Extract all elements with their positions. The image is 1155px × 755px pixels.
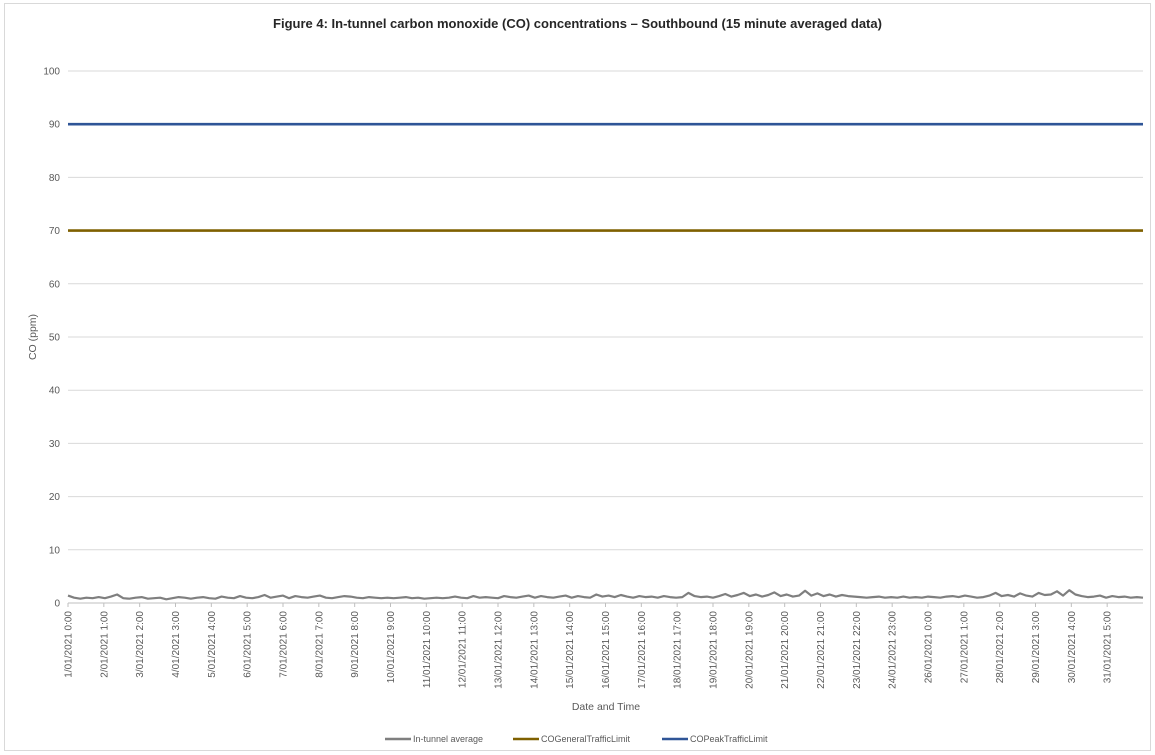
- x-tick-label: 22/01/2021 21:00: [816, 611, 827, 689]
- x-tick-label: 23/01/2021 22:00: [852, 611, 863, 689]
- y-tick-label: 50: [49, 333, 61, 344]
- y-tick-label: 20: [49, 492, 61, 503]
- x-tick-label: 16/01/2021 15:00: [601, 611, 612, 689]
- y-axis-title: CO (ppm): [27, 314, 39, 360]
- x-tick-label: 21/01/2021 20:00: [780, 611, 791, 689]
- chart-title: Figure 4: In-tunnel carbon monoxide (CO)…: [273, 16, 882, 31]
- x-axis-ticks: 1/01/2021 0:00 2/01/2021 1:00 3/01/2021 2:…: [64, 603, 1114, 689]
- x-tick-label: 10/01/2021 9:00: [386, 611, 397, 684]
- x-tick-label: 6/01/2021 5:00: [243, 611, 254, 678]
- x-tick-label: 30/01/2021 4:00: [1067, 611, 1078, 684]
- chart-frame: [4, 3, 1151, 751]
- y-tick-label: 90: [49, 120, 61, 131]
- x-tick-label: 12/01/2021 11:00: [458, 611, 469, 689]
- x-tick-label: 20/01/2021 19:00: [744, 611, 755, 689]
- x-tick-label: 17/01/2021 16:00: [637, 611, 648, 689]
- legend-label: COPeakTrafficLimit: [690, 734, 768, 744]
- y-tick-label: 30: [49, 439, 61, 450]
- x-tick-label: 27/01/2021 1:00: [959, 611, 970, 684]
- x-tick-label: 1/01/2021 0:00: [64, 611, 75, 678]
- series-lines: [67, 122, 1144, 601]
- x-tick-label: 4/01/2021 3:00: [171, 611, 182, 678]
- y-tick-label: 0: [54, 599, 60, 610]
- x-axis-title: Date and Time: [572, 701, 640, 713]
- x-tick-label: 2/01/2021 1:00: [99, 611, 110, 678]
- x-tick-label: 15/01/2021 14:00: [565, 611, 576, 689]
- x-tick-label: 31/01/2021 5:00: [1103, 611, 1114, 684]
- y-tick-label: 40: [49, 386, 61, 397]
- x-tick-label: 19/01/2021 18:00: [709, 611, 720, 689]
- series-line-in-tunnel-average: [67, 589, 1144, 601]
- x-tick-label: 11/01/2021 10:00: [422, 611, 433, 689]
- x-tick-label: 14/01/2021 13:00: [529, 611, 540, 689]
- legend-label: In-tunnel average: [413, 734, 483, 744]
- x-tick-label: 29/01/2021 3:00: [1031, 611, 1042, 684]
- x-tick-label: 24/01/2021 23:00: [888, 611, 899, 689]
- gridlines: [68, 70, 1143, 604]
- legend: In-tunnel average COGeneralTrafficLimit CO…: [385, 734, 768, 744]
- y-tick-label: 60: [49, 279, 61, 290]
- x-tick-label: 28/01/2021 2:00: [995, 611, 1006, 684]
- x-tick-label: 3/01/2021 2:00: [135, 611, 146, 678]
- y-axis-ticks: 0 10 20 30 40 50 60 70 80 90 100: [43, 67, 60, 610]
- x-tick-label: 26/01/2021 0:00: [924, 611, 935, 684]
- y-tick-label: 10: [49, 545, 61, 556]
- x-tick-label: 8/01/2021 7:00: [314, 611, 325, 678]
- y-tick-label: 70: [49, 226, 61, 237]
- x-tick-label: 5/01/2021 4:00: [207, 611, 218, 678]
- y-tick-label: 80: [49, 173, 61, 184]
- y-tick-label: 100: [43, 67, 60, 78]
- legend-label: COGeneralTrafficLimit: [541, 734, 631, 744]
- x-tick-label: 9/01/2021 8:00: [350, 611, 361, 678]
- x-tick-label: 13/01/2021 12:00: [494, 611, 505, 689]
- x-tick-label: 18/01/2021 17:00: [673, 611, 684, 689]
- x-tick-label: 7/01/2021 6:00: [279, 611, 290, 678]
